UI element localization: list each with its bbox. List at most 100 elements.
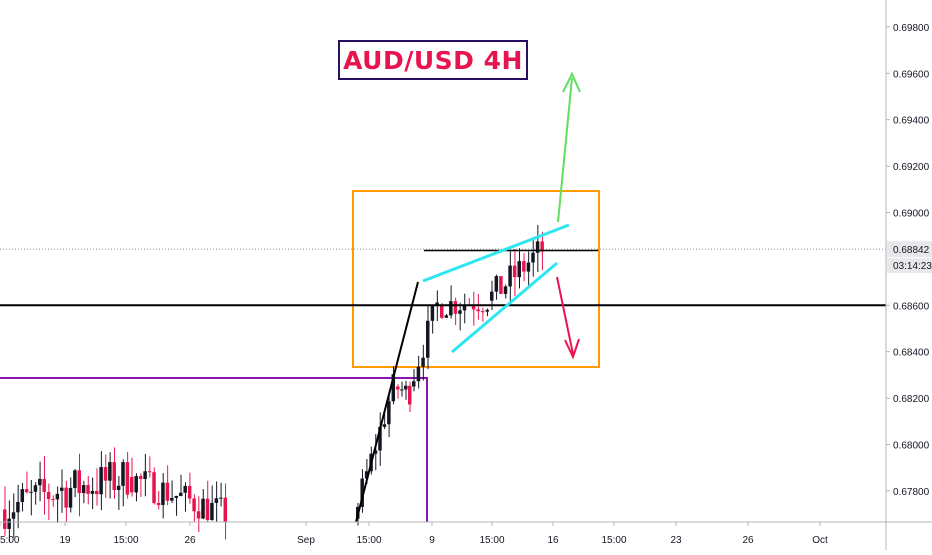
last-price-tag — [887, 241, 932, 258]
candle-body — [535, 241, 540, 253]
y-tick-label: 0.68200 — [893, 394, 930, 405]
candle-body — [86, 485, 90, 494]
candle-body — [99, 467, 103, 495]
candle-body — [517, 261, 521, 278]
candle-body — [408, 385, 412, 405]
candle-body — [116, 485, 121, 490]
candle-body — [134, 476, 138, 493]
y-tick-label: 0.69600 — [893, 69, 930, 80]
y-tick-label: 0.67800 — [893, 487, 930, 498]
candle-body — [494, 276, 499, 292]
candle-body — [499, 276, 503, 294]
candle-body — [51, 499, 55, 501]
candle-body — [143, 471, 147, 480]
candle-body — [531, 252, 535, 263]
candle-body — [138, 476, 143, 480]
candle-body — [3, 509, 7, 529]
candle-body — [449, 301, 453, 316]
candle-body — [400, 389, 404, 391]
range-box — [0, 377, 428, 522]
candle-body — [64, 487, 68, 508]
consolidation-box — [352, 190, 600, 368]
bearish-arrow-head — [564, 338, 580, 360]
x-tick-label: 16 — [547, 535, 559, 546]
candle-body — [196, 511, 201, 519]
candle-body — [60, 487, 64, 491]
candle-body — [435, 302, 439, 307]
candle-body — [192, 498, 196, 512]
candles-layer — [3, 224, 544, 543]
candle-body — [152, 472, 156, 504]
countdown-label: 03:14:23 — [893, 261, 932, 272]
candle-body — [378, 426, 382, 451]
candle-body — [210, 502, 214, 521]
y-tick-label: 0.68000 — [893, 441, 930, 452]
x-tick-label: 23 — [670, 535, 682, 546]
x-tick-label: Oct — [812, 535, 828, 546]
candle-body — [170, 497, 174, 501]
drawings-layer — [0, 71, 886, 523]
bullish-arrow-head — [562, 71, 581, 93]
candle-body — [201, 498, 205, 519]
candle-body — [396, 386, 400, 390]
candle-body — [125, 462, 130, 495]
x-tick-label: 15:00 — [356, 535, 381, 546]
candle-body — [161, 482, 165, 505]
candle-body — [382, 424, 387, 427]
candle-body — [108, 462, 112, 481]
candle-body — [24, 489, 29, 493]
candle-body — [103, 467, 108, 481]
candle-body — [526, 262, 531, 272]
candle-body — [38, 478, 42, 486]
candle-body — [223, 497, 228, 523]
candle-body — [55, 493, 60, 500]
y-tick-label: 0.68400 — [893, 348, 930, 359]
candle-body — [421, 357, 425, 367]
trend-line — [355, 281, 419, 523]
candle-body — [147, 471, 152, 473]
bullish-arrow-shaft — [557, 77, 573, 223]
x-tick-label: 26 — [742, 535, 754, 546]
candle-body — [11, 512, 16, 519]
candle-body — [440, 305, 444, 318]
x-tick-label: 15:00 — [601, 535, 626, 546]
candle-body — [522, 261, 526, 272]
candle-body — [20, 489, 25, 502]
candle-body — [508, 265, 512, 287]
y-tick-label: 0.68600 — [893, 301, 930, 312]
candle-body — [412, 381, 416, 387]
candle-body — [33, 485, 38, 492]
candle-body — [490, 291, 494, 301]
candle-body — [156, 503, 161, 505]
x-tick-label: 15:00 — [479, 535, 504, 546]
candle-body — [7, 518, 11, 529]
y-tick-label: 0.69000 — [893, 209, 930, 220]
bearish-arrow-shaft — [556, 276, 574, 355]
y-tick-label: 0.69200 — [893, 162, 930, 173]
candle-body — [360, 478, 364, 507]
candle-body — [462, 304, 467, 311]
candle-body — [444, 315, 449, 318]
candle-body — [121, 462, 125, 486]
candle-body — [183, 485, 187, 493]
candle-body — [430, 306, 435, 321]
box-layer — [0, 190, 600, 522]
countdown-tag — [887, 258, 932, 274]
x-tick-label: 26 — [184, 535, 196, 546]
x-tick-label: 15:00 — [113, 535, 138, 546]
last-price-label: 0.68842 — [893, 245, 930, 256]
candle-body — [512, 265, 517, 278]
candle-body — [214, 498, 219, 503]
x-tick-label: 9 — [429, 535, 435, 546]
x-tick-label: 5:00 — [0, 535, 20, 546]
candle-body — [95, 490, 99, 495]
candle-body — [387, 401, 391, 425]
candle-body — [81, 485, 86, 494]
candle-body — [480, 311, 485, 313]
candle-body — [391, 374, 396, 402]
candle-body — [485, 309, 489, 312]
candle-body — [174, 495, 179, 498]
